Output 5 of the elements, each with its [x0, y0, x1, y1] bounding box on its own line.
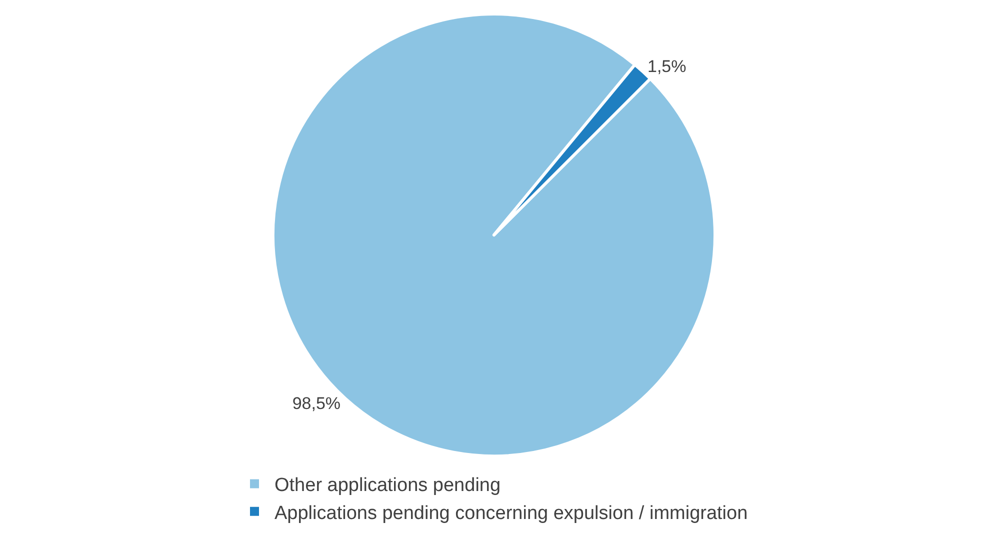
data-label: 98,5% — [292, 394, 341, 414]
data-label: 1,5% — [647, 56, 686, 76]
legend-label: Other applications pending — [274, 475, 501, 496]
pie-slice — [272, 12, 716, 458]
legend-label: Applications pending concerning expulsion / immigration — [274, 502, 748, 524]
